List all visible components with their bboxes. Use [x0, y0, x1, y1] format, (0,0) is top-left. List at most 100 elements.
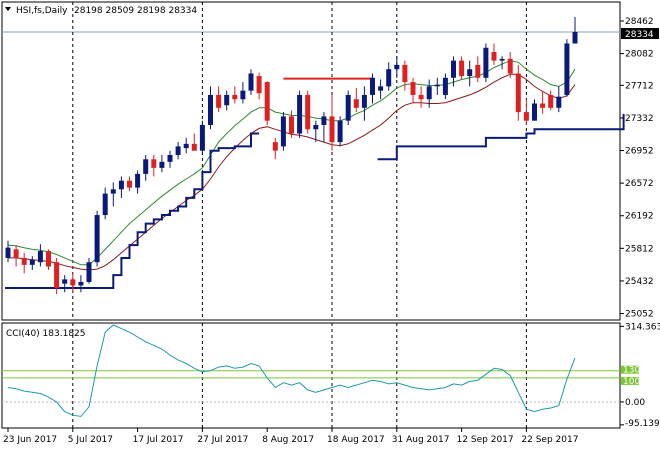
candle-up[interactable]	[94, 215, 100, 263]
candle-down[interactable]	[491, 52, 497, 61]
candle-down[interactable]	[191, 143, 197, 151]
candle-up[interactable]	[78, 281, 84, 286]
candle-down[interactable]	[548, 94, 554, 108]
candle-up[interactable]	[199, 124, 205, 151]
price-series-layer	[5, 16, 625, 294]
candle-up[interactable]	[297, 94, 303, 134]
candle-up[interactable]	[167, 154, 173, 162]
cci-pane[interactable]	[1, 322, 621, 429]
candle-down[interactable]	[216, 94, 222, 108]
x-tick-label: 12 Sep 2017	[457, 435, 514, 445]
current-price-tag	[621, 28, 659, 39]
candle-down[interactable]	[402, 64, 408, 83]
candle-up[interactable]	[434, 84, 440, 87]
candle-down[interactable]	[459, 60, 465, 77]
candle-down[interactable]	[410, 82, 416, 95]
cci-y-tick-label: -95.1391	[625, 419, 660, 429]
x-tick-label: 18 Aug 2017	[327, 435, 385, 445]
candle-down[interactable]	[289, 116, 294, 134]
candle-up[interactable]	[451, 60, 456, 78]
price-y-tick-label: 26572	[625, 179, 654, 189]
candle-up[interactable]	[280, 116, 286, 147]
candle-up[interactable]	[394, 64, 400, 70]
cci-level-tag-label: 130	[623, 366, 640, 376]
cci-y-tick-label: 314.3633	[625, 322, 660, 332]
candle-up[interactable]	[378, 86, 384, 91]
current-price-label: 28334	[625, 30, 654, 40]
price-y-tick-label: 26192	[625, 212, 654, 222]
candle-up[interactable]	[208, 94, 213, 125]
x-tick-label: 8 Aug 2017	[262, 435, 314, 445]
candle-down[interactable]	[264, 82, 270, 121]
candle-up[interactable]	[361, 94, 367, 108]
candle-up[interactable]	[370, 77, 375, 95]
candle-up[interactable]	[224, 94, 230, 106]
candle-up[interactable]	[135, 173, 141, 188]
candle-up[interactable]	[5, 247, 11, 258]
candle-down[interactable]	[515, 73, 521, 113]
cci-line	[7, 324, 576, 417]
candle-up[interactable]	[37, 251, 43, 263]
candle-up[interactable]	[556, 96, 562, 108]
candle-up[interactable]	[483, 47, 489, 78]
candle-down[interactable]	[272, 142, 278, 151]
price-y-tick-label: 27332	[625, 114, 654, 124]
candle-up[interactable]	[499, 58, 505, 61]
price-y-tick-label: 26952	[625, 147, 654, 157]
candle-up[interactable]	[159, 161, 165, 168]
candle-up[interactable]	[426, 86, 432, 100]
chart-symbol-title: HSI,fs,Daily	[16, 6, 68, 16]
candle-up[interactable]	[321, 116, 327, 125]
candle-up[interactable]	[248, 73, 254, 91]
candle-up[interactable]	[313, 124, 319, 130]
candle-down[interactable]	[353, 99, 359, 108]
price-y-tick-label: 25052	[625, 310, 654, 320]
dropdown-triangle-icon[interactable]	[5, 7, 11, 11]
candle-down[interactable]	[151, 159, 157, 168]
price-pane[interactable]	[1, 1, 621, 321]
candle-up[interactable]	[337, 120, 343, 143]
candle-down[interactable]	[507, 58, 513, 74]
candle-up[interactable]	[572, 31, 578, 44]
ohlc-readout: 28198 28509 28198 28334	[74, 6, 197, 16]
candle-up[interactable]	[86, 262, 92, 282]
candle-up[interactable]	[532, 103, 537, 121]
trailing-stop-line	[5, 132, 260, 289]
candle-down[interactable]	[256, 76, 262, 94]
candle-up[interactable]	[62, 279, 68, 284]
candle-up[interactable]	[143, 159, 149, 174]
x-tick-label: 17 Jul 2017	[133, 435, 184, 445]
candle-up[interactable]	[240, 90, 246, 100]
candle-up[interactable]	[118, 180, 124, 190]
candle-up[interactable]	[345, 94, 351, 121]
candle-down[interactable]	[540, 103, 546, 108]
candle-up[interactable]	[29, 259, 35, 265]
candle-down[interactable]	[70, 279, 76, 286]
x-tick-label: 27 Jul 2017	[197, 435, 248, 445]
candle-down[interactable]	[21, 257, 27, 265]
candle-up[interactable]	[183, 143, 189, 149]
x-tick-label: 22 Sep 2017	[521, 435, 578, 445]
candle-down[interactable]	[13, 249, 19, 258]
candle-up[interactable]	[564, 43, 570, 95]
candle-down[interactable]	[46, 251, 51, 267]
candle-down[interactable]	[418, 94, 424, 100]
candle-down[interactable]	[329, 116, 335, 143]
cci-level-tag-label: 100	[623, 377, 640, 387]
candle-up[interactable]	[175, 146, 181, 155]
price-y-tick-label: 28082	[625, 50, 654, 60]
price-y-tick-label: 28462	[625, 17, 654, 27]
candle-down[interactable]	[127, 180, 132, 188]
candle-down[interactable]	[305, 94, 311, 130]
candle-down[interactable]	[523, 112, 529, 121]
candle-up[interactable]	[442, 77, 448, 95]
candle-down[interactable]	[232, 94, 238, 100]
x-tick-label: 31 Aug 2017	[392, 435, 450, 445]
candle-up[interactable]	[110, 189, 116, 194]
candle-up[interactable]	[386, 69, 392, 87]
candle-up[interactable]	[102, 193, 108, 216]
candle-up[interactable]	[467, 69, 473, 77]
candle-down[interactable]	[475, 64, 481, 78]
candle-down[interactable]	[54, 262, 60, 288]
